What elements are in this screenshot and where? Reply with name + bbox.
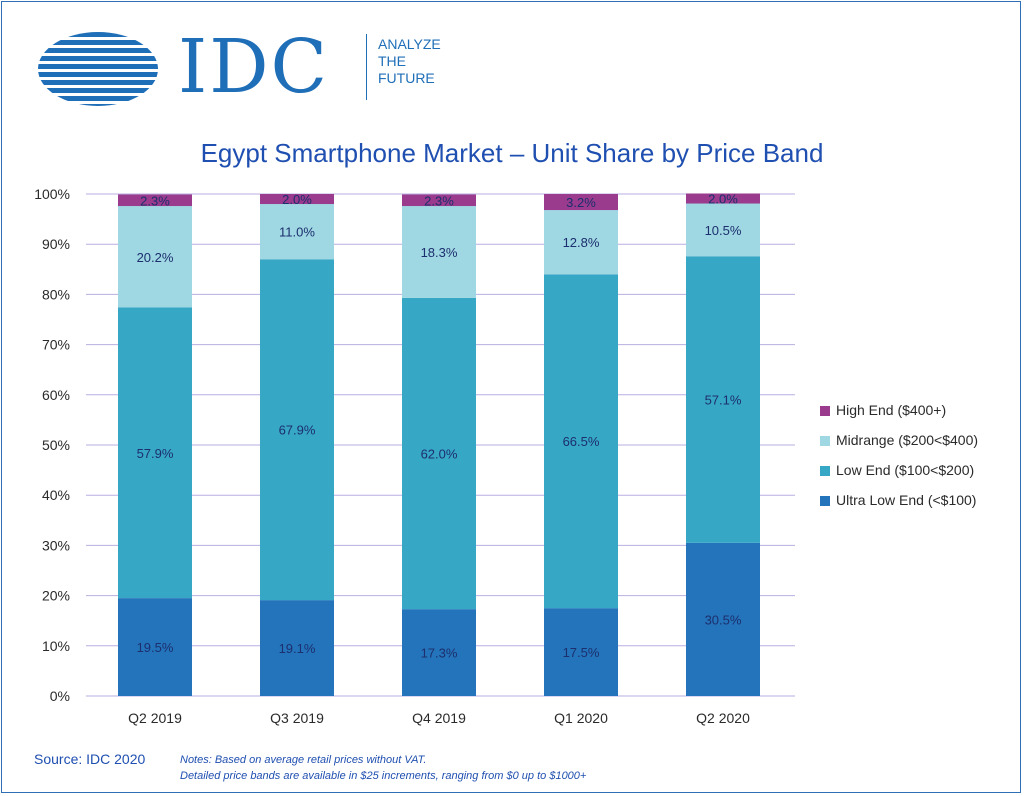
y-tick-label: 20% (42, 588, 70, 604)
data-label: 57.9% (137, 446, 174, 461)
logo-wordmark: IDC (178, 24, 330, 110)
bar-segment (402, 206, 476, 298)
y-tick-label: 100% (34, 186, 70, 202)
chart-title: Egypt Smartphone Market – Unit Share by … (200, 138, 824, 168)
data-label: 12.8% (563, 235, 600, 250)
bar-segment (260, 204, 334, 260)
data-label: 3.2% (566, 195, 596, 210)
bar-segment (544, 274, 618, 609)
legend-label: High End ($400+) (836, 402, 947, 418)
y-tick-label: 70% (42, 337, 70, 353)
y-tick-label: 50% (42, 437, 70, 453)
data-label: 66.5% (563, 434, 600, 449)
data-label: 17.5% (563, 645, 600, 660)
data-label: 2.0% (708, 192, 738, 207)
bar-segment (686, 256, 760, 543)
data-label: 30.5% (705, 612, 742, 627)
bar-segment (118, 598, 192, 696)
y-tick-label: 60% (42, 387, 70, 403)
data-label: 2.3% (424, 193, 454, 208)
bar-segment (260, 194, 334, 205)
data-label: 17.3% (421, 646, 458, 661)
legend-swatch (820, 466, 830, 476)
bar-segment (544, 194, 618, 211)
bar-segment (686, 193, 760, 204)
data-label: 67.9% (279, 423, 316, 438)
notes-line-1: Notes: Based on average retail prices wi… (180, 754, 427, 766)
bar-segment (118, 307, 192, 599)
notes: Notes: Based on average retail prices wi… (180, 752, 586, 784)
legend-swatch (820, 406, 830, 416)
legend-label: Midrange ($200<$400) (836, 432, 979, 448)
y-tick-label: 30% (42, 537, 70, 553)
x-tick-label: Q2 2019 (128, 710, 182, 726)
idc-logo: IDC ANALYZE THE FUTURE (36, 24, 466, 110)
data-label: 18.3% (421, 245, 458, 260)
data-label: 2.0% (282, 192, 312, 207)
y-tick-label: 80% (42, 286, 70, 302)
legend-swatch (820, 496, 830, 506)
legend-swatch (820, 436, 830, 446)
bar-segment (260, 259, 334, 601)
data-label: 62.0% (421, 447, 458, 462)
data-label: 10.5% (705, 223, 742, 238)
bar-segment (402, 297, 476, 610)
bar-segment (402, 194, 476, 207)
notes-line-2: Detailed price bands are available in $2… (180, 770, 587, 782)
logo-tagline: ANALYZE THE FUTURE (378, 36, 441, 87)
bar-segment (544, 608, 618, 696)
y-tick-label: 0% (50, 688, 70, 704)
bar-segment (260, 600, 334, 696)
globe-logo-icon (38, 32, 158, 106)
y-tick-label: 40% (42, 487, 70, 503)
data-label: 20.2% (137, 250, 174, 265)
legend-label: Low End ($100<$200) (836, 462, 975, 478)
x-tick-label: Q2 2020 (696, 710, 750, 726)
data-label: 2.3% (140, 193, 170, 208)
y-tick-label: 90% (42, 236, 70, 252)
x-tick-label: Q4 2019 (412, 710, 466, 726)
data-label: 11.0% (279, 225, 315, 240)
bar-segment (686, 542, 760, 696)
x-tick-label: Q3 2019 (270, 710, 324, 726)
logo-tagline-line-3: FUTURE (378, 70, 435, 86)
x-tick-label: Q1 2020 (554, 710, 608, 726)
y-tick-label: 10% (42, 638, 70, 654)
bar-segment (118, 206, 192, 308)
bar-segment (118, 194, 192, 207)
data-label: 19.5% (137, 640, 174, 655)
bar-segment (686, 203, 760, 257)
logo-divider (366, 34, 367, 100)
bar-segment (544, 210, 618, 275)
legend-label: Ultra Low End (<$100) (836, 492, 977, 508)
logo-tagline-line-2: THE (378, 53, 406, 69)
data-label: 19.1% (279, 641, 316, 656)
bar-segment (402, 609, 476, 696)
data-label: 57.1% (705, 393, 742, 408)
logo-tagline-line-1: ANALYZE (378, 36, 441, 52)
source-note: Source: IDC 2020 (34, 751, 146, 767)
